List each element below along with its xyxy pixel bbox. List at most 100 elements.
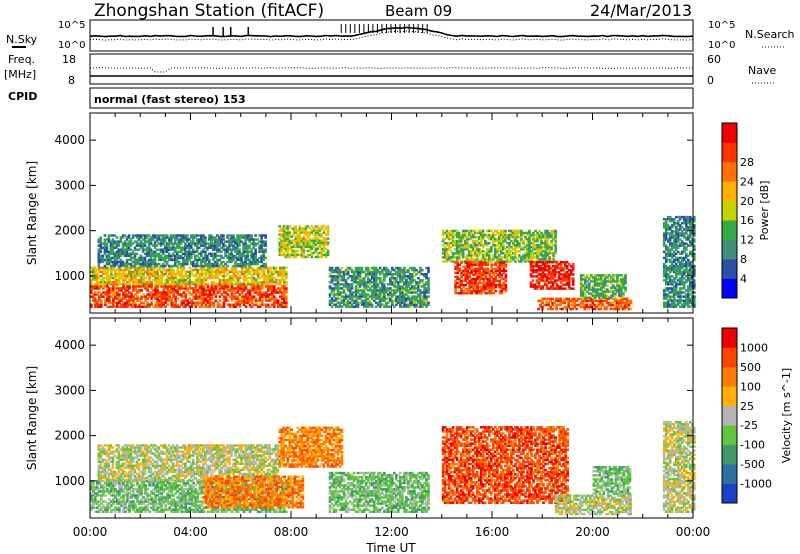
- echo-cell: [492, 277, 496, 281]
- echo-cell: [100, 282, 103, 286]
- echo-cell: [526, 233, 529, 237]
- echo-cell: [106, 270, 109, 274]
- echo-cell: [555, 283, 559, 286]
- echo-cell: [278, 266, 282, 270]
- echo-cell: [332, 291, 336, 294]
- echo-cell: [119, 262, 123, 266]
- echo-cell: [409, 266, 412, 270]
- echo-cell: [128, 301, 131, 304]
- echo-cell: [456, 261, 459, 264]
- echo-cell: [117, 250, 121, 254]
- echo-cell: [188, 258, 191, 262]
- echo-cell: [546, 237, 549, 241]
- echo-cell: [584, 292, 587, 295]
- echo-cell: [506, 237, 509, 241]
- echo-cell: [473, 244, 477, 247]
- echo-cell: [210, 301, 214, 304]
- echo-cell: [138, 270, 141, 274]
- echo-cell: [164, 285, 168, 288]
- echo-cell: [613, 307, 617, 311]
- echo-cell: [423, 275, 426, 278]
- echo-cell: [397, 301, 400, 304]
- echo-cell: [467, 237, 471, 241]
- echo-cell: [252, 289, 256, 292]
- echo-cell: [196, 240, 199, 243]
- echo-cell: [108, 287, 111, 290]
- echo-cell: [385, 297, 388, 300]
- echo-cell: [330, 270, 334, 274]
- echo-cell: [244, 293, 248, 296]
- echo-cell: [460, 271, 463, 275]
- echo-cell: [544, 246, 547, 249]
- echo-cell: [318, 251, 322, 255]
- echo-cell: [179, 246, 183, 249]
- echo-cell: [100, 285, 103, 288]
- echo-cell: [407, 305, 410, 308]
- echo-cell: [395, 289, 398, 292]
- echo-cell: [498, 285, 502, 289]
- echo-cell: [455, 244, 459, 247]
- echo-cell: [156, 270, 159, 274]
- echo-cell: [258, 266, 262, 270]
- echo-cell: [514, 250, 517, 253]
- echo-cell: [179, 256, 183, 260]
- echo-cell: [504, 237, 507, 241]
- echo-cell: [190, 246, 193, 249]
- echo-cell: [130, 299, 133, 302]
- echo-cell: [481, 229, 485, 233]
- echo-cell: [222, 246, 225, 249]
- echo-cell: [538, 252, 541, 255]
- echo-cell: [184, 236, 187, 239]
- echo-cell: [441, 229, 445, 233]
- echo-cell: [457, 254, 461, 257]
- echo-cell: [115, 246, 119, 249]
- echo-cell: [468, 275, 472, 279]
- echo-cell: [232, 246, 235, 249]
- echo-cell: [192, 268, 196, 272]
- echo-cell: [172, 285, 176, 288]
- echo-cell: [234, 303, 238, 306]
- echo-cell: [132, 303, 135, 306]
- echo-cell: [137, 248, 141, 251]
- echo-cell: [90, 280, 93, 284]
- echo-cell: [136, 295, 139, 298]
- echo-cell: [104, 291, 107, 294]
- echo-cell: [559, 265, 563, 268]
- echo-cell: [285, 266, 288, 270]
- echo-cell: [188, 244, 191, 247]
- echo-cell: [288, 239, 292, 242]
- echo-cell: [152, 272, 155, 276]
- echo-cell: [443, 246, 447, 249]
- echo-cell: [524, 246, 527, 249]
- echo-cell: [248, 260, 251, 264]
- echo-cell: [502, 237, 505, 241]
- echo-cell: [344, 293, 348, 296]
- echo-cell: [184, 252, 187, 256]
- echo-cell: [545, 273, 549, 276]
- echo-cell: [302, 253, 306, 257]
- echo-cell: [188, 250, 191, 254]
- echo-cell: [598, 292, 601, 295]
- echo-cell: [559, 273, 563, 276]
- echo-cell: [114, 293, 117, 296]
- echo-cell: [220, 254, 223, 258]
- echo-cell: [188, 248, 191, 251]
- echo-cell: [266, 270, 270, 274]
- echo-cell: [298, 235, 302, 238]
- echo-cell: [200, 293, 204, 296]
- echo-cell: [166, 270, 170, 274]
- echo-cell: [374, 275, 378, 278]
- echo-cell: [134, 293, 137, 296]
- echo-cell: [208, 266, 212, 270]
- echo-cell: [264, 295, 268, 298]
- echo-cell: [254, 254, 257, 258]
- echo-cell: [470, 269, 474, 273]
- echo-cell: [178, 266, 182, 270]
- echo-cell: [336, 295, 340, 298]
- echo-cell: [111, 256, 115, 260]
- echo-cell: [374, 285, 378, 288]
- echo-cell: [90, 278, 93, 282]
- echo-cell: [549, 261, 553, 264]
- echo-cell: [160, 301, 164, 304]
- echo-cell: [591, 301, 595, 305]
